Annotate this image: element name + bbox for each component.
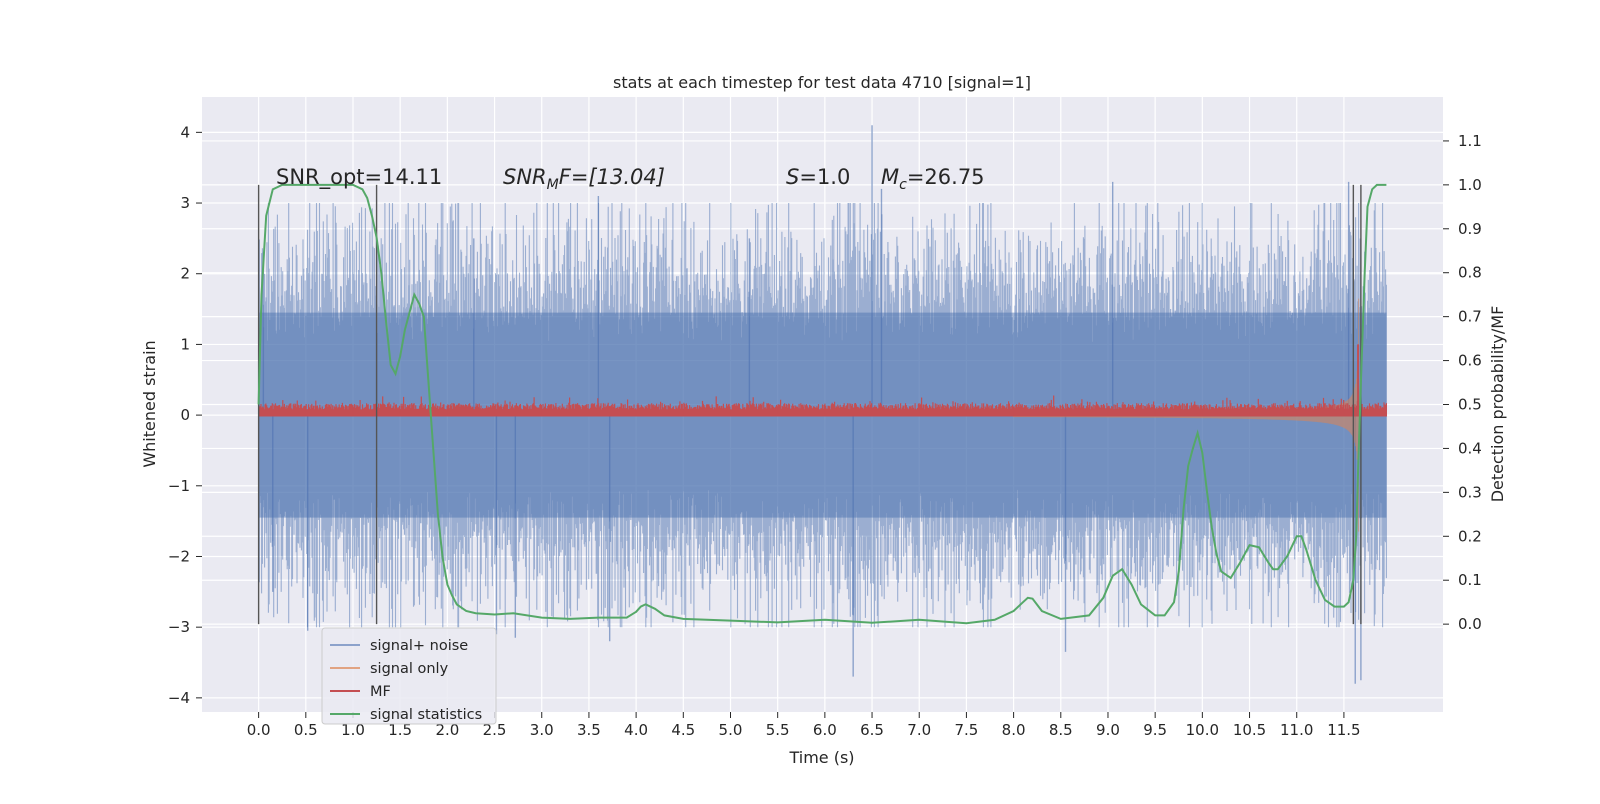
x-tick-label: 9.5 xyxy=(1143,721,1167,739)
chart-title: stats at each timestep for test data 471… xyxy=(613,73,1031,92)
y2-tick-label: 0.4 xyxy=(1458,439,1482,457)
legend-label: MF xyxy=(370,684,391,700)
y2-tick-label: 0.2 xyxy=(1458,527,1482,545)
y2-tick-label: 1.0 xyxy=(1458,176,1482,194)
legend-box xyxy=(321,627,497,725)
annotation-snr-mf: SNRMF=[13.04] xyxy=(503,165,665,193)
y-tick-label: 4 xyxy=(180,123,190,141)
y-tick-label: −3 xyxy=(168,618,190,636)
y2-tick-label: 0.9 xyxy=(1458,220,1482,238)
annotation-mc: Mc=26.75 xyxy=(881,165,985,193)
y-tick-label: 0 xyxy=(180,406,190,424)
legend-label: signal only xyxy=(370,661,449,677)
annotation-s-var: S xyxy=(786,165,799,189)
y-tick-label: 3 xyxy=(180,194,190,212)
y2-tick-label: 1.1 xyxy=(1458,132,1482,150)
annotation-snr-mf-rest: F=[13.04] xyxy=(559,165,665,189)
x-tick-label: 6.0 xyxy=(813,721,837,739)
annotation-s-rest: =1.0 xyxy=(799,165,850,189)
annotation-snr-opt: SNR_opt=14.11 xyxy=(276,165,442,190)
x-tick-label: 11.0 xyxy=(1280,721,1313,739)
x-tick-label: 10.0 xyxy=(1186,721,1219,739)
y2-tick-label: 0.5 xyxy=(1458,396,1482,414)
x-tick-label: 5.0 xyxy=(719,721,743,739)
y2-tick-label: 0.6 xyxy=(1458,352,1482,370)
y-tick-label: 2 xyxy=(180,265,190,283)
x-tick-label: 8.0 xyxy=(1002,721,1026,739)
x-tick-label: 10.5 xyxy=(1233,721,1266,739)
y2-tick-label: 0.8 xyxy=(1458,264,1482,282)
annotation-mc-rest: =26.75 xyxy=(907,165,985,189)
x-tick-label: 5.5 xyxy=(766,721,790,739)
x-tick-label: 7.5 xyxy=(954,721,978,739)
x-tick-label: 0.5 xyxy=(294,721,318,739)
stat-line xyxy=(257,183,1387,625)
y2-tick-label: 0.7 xyxy=(1458,308,1482,326)
annotation-s: S=1.0 xyxy=(786,165,850,189)
x-tick-label: 4.5 xyxy=(671,721,695,739)
stat-series xyxy=(257,183,1387,625)
legend-label: signal+ noise xyxy=(370,638,468,654)
legend: signal+ noise signal only MF signal statist… xyxy=(321,627,497,725)
y-tick-label: −2 xyxy=(168,547,190,565)
y2-tick-label: 0.0 xyxy=(1458,615,1482,633)
x-tick-label: 7.0 xyxy=(907,721,931,739)
x-tick-label: 1.5 xyxy=(388,721,412,739)
x-tick-label: 4.0 xyxy=(624,721,648,739)
annotation-mc-var: M xyxy=(881,165,899,189)
legend-label: signal statistics xyxy=(370,707,482,723)
x-tick-label: 3.0 xyxy=(530,721,554,739)
x-tick-label: 8.5 xyxy=(1049,721,1073,739)
x-tick-label: 0.0 xyxy=(247,721,271,739)
annotation-snr-mf-var: SNR xyxy=(503,165,547,189)
x-tick-label: 11.5 xyxy=(1327,721,1360,739)
y2-tick-label: 0.1 xyxy=(1458,571,1482,589)
y-tick-label: 1 xyxy=(180,335,190,353)
axes: 0.0 0.5 1.0 1.5 2.0 2.5 3.0 3.5 4.0 4.5 5.0 5.5 6.0 6… xyxy=(168,123,1482,739)
y-axis-label: Whitened strain xyxy=(140,340,159,467)
y-tick-label: −1 xyxy=(168,477,190,495)
x-tick-label: 1.0 xyxy=(341,721,365,739)
y2-tick-label: 0.3 xyxy=(1458,483,1482,501)
y-tick-label: −4 xyxy=(168,689,190,707)
x-tick-label: 3.5 xyxy=(577,721,601,739)
x-tick-label: 9.0 xyxy=(1096,721,1120,739)
x-tick-label: 2.0 xyxy=(435,721,459,739)
annotation-mc-sub: c xyxy=(899,177,907,193)
annotation-snr-mf-sub: M xyxy=(547,177,559,193)
x-tick-label: 6.5 xyxy=(860,721,884,739)
y2-axis-label: Detection probability/MF xyxy=(1488,306,1507,503)
x-axis-label: Time (s) xyxy=(788,748,854,767)
x-tick-label: 2.5 xyxy=(483,721,507,739)
